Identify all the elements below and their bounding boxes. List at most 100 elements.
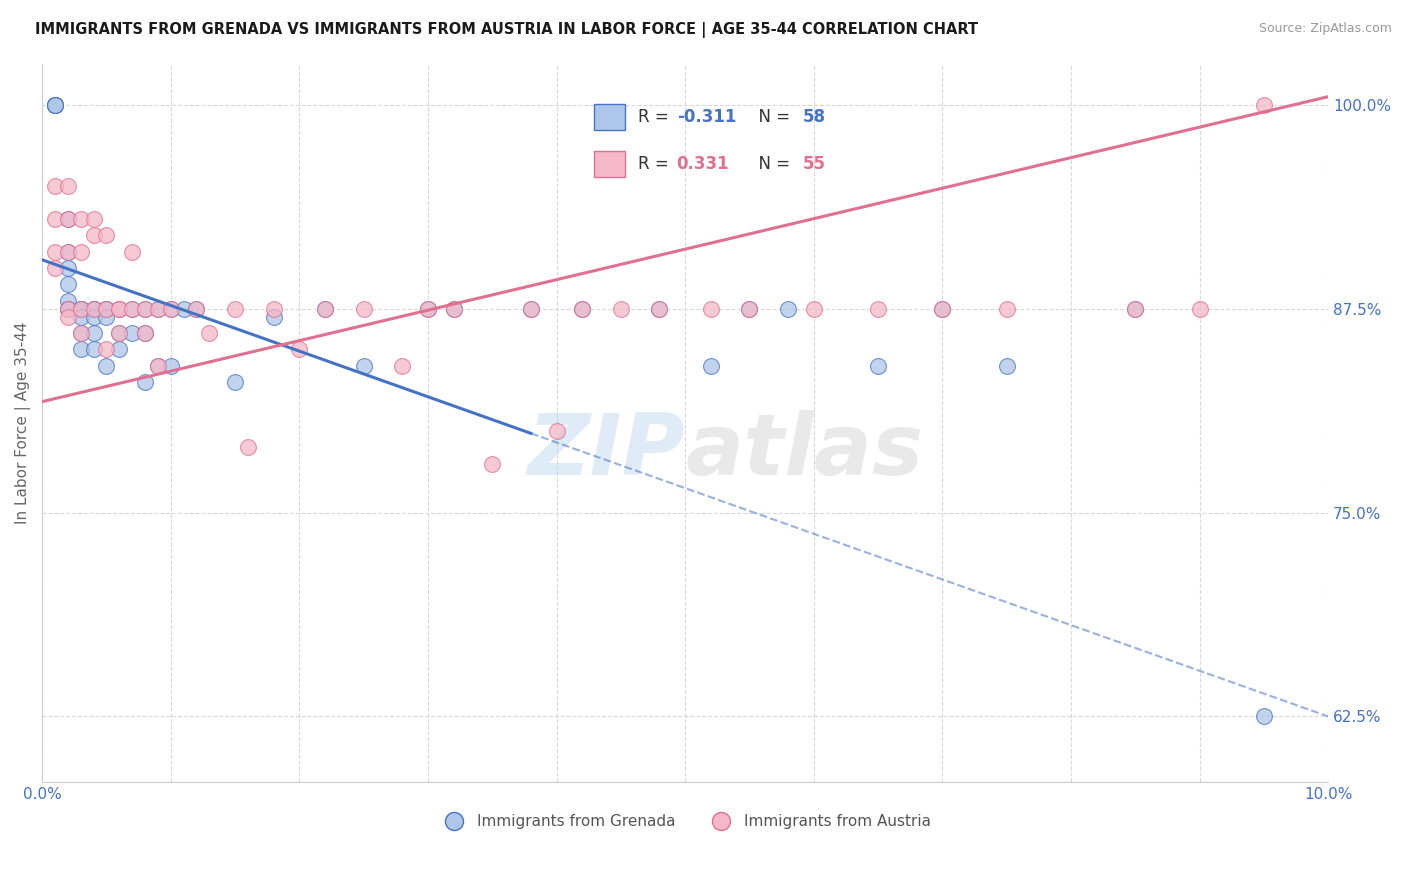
- Point: [648, 301, 671, 316]
- Point: [995, 301, 1018, 316]
- Point: [69, 343, 91, 357]
- Point: [134, 375, 156, 389]
- Point: [69, 244, 91, 259]
- Point: [121, 301, 143, 316]
- Point: [56, 301, 79, 316]
- Point: [83, 301, 105, 316]
- Point: [83, 228, 105, 243]
- Point: [69, 301, 91, 316]
- Point: [83, 301, 105, 316]
- Point: [443, 301, 465, 316]
- Bar: [595, 151, 624, 178]
- Point: [83, 326, 105, 340]
- Point: [520, 301, 543, 316]
- Point: [1253, 709, 1275, 723]
- Point: [159, 359, 181, 373]
- Point: [83, 301, 105, 316]
- Point: [803, 301, 825, 316]
- Point: [121, 326, 143, 340]
- Point: [108, 326, 131, 340]
- Point: [56, 260, 79, 275]
- Point: [738, 301, 761, 316]
- Point: [353, 359, 375, 373]
- Point: [108, 326, 131, 340]
- Point: [353, 301, 375, 316]
- Point: [69, 212, 91, 227]
- Point: [108, 301, 131, 316]
- Point: [108, 343, 131, 357]
- Point: [44, 98, 66, 112]
- Text: R =: R =: [638, 108, 675, 126]
- Point: [173, 301, 195, 316]
- Point: [69, 326, 91, 340]
- Point: [391, 359, 413, 373]
- Point: [44, 98, 66, 112]
- Point: [56, 293, 79, 308]
- Point: [571, 301, 593, 316]
- Text: N =: N =: [748, 108, 796, 126]
- Point: [108, 301, 131, 316]
- Point: [224, 375, 246, 389]
- Point: [96, 343, 118, 357]
- Y-axis label: In Labor Force | Age 35-44: In Labor Force | Age 35-44: [15, 322, 31, 524]
- Point: [159, 301, 181, 316]
- Text: ZIP: ZIP: [527, 410, 685, 493]
- Point: [69, 301, 91, 316]
- Point: [121, 244, 143, 259]
- Text: atlas: atlas: [685, 410, 924, 493]
- Point: [700, 359, 723, 373]
- Point: [866, 359, 889, 373]
- Text: N =: N =: [748, 155, 796, 173]
- Point: [776, 301, 799, 316]
- Point: [134, 326, 156, 340]
- Point: [44, 98, 66, 112]
- Point: [146, 359, 169, 373]
- Point: [83, 310, 105, 324]
- Point: [121, 301, 143, 316]
- Text: -0.311: -0.311: [676, 108, 737, 126]
- Point: [96, 359, 118, 373]
- Point: [56, 277, 79, 292]
- Point: [416, 301, 439, 316]
- Point: [56, 244, 79, 259]
- Point: [83, 212, 105, 227]
- Point: [96, 301, 118, 316]
- Point: [738, 301, 761, 316]
- Point: [700, 301, 723, 316]
- Point: [44, 244, 66, 259]
- Point: [56, 301, 79, 316]
- Point: [1253, 98, 1275, 112]
- Point: [44, 260, 66, 275]
- Point: [56, 310, 79, 324]
- Point: [44, 179, 66, 194]
- Point: [263, 301, 285, 316]
- Point: [443, 301, 465, 316]
- Point: [995, 359, 1018, 373]
- Point: [96, 301, 118, 316]
- Point: [610, 301, 633, 316]
- Point: [198, 326, 221, 340]
- Text: Source: ZipAtlas.com: Source: ZipAtlas.com: [1258, 22, 1392, 36]
- Point: [108, 301, 131, 316]
- Point: [44, 212, 66, 227]
- Point: [288, 343, 311, 357]
- Point: [236, 440, 259, 454]
- Point: [314, 301, 336, 316]
- Point: [56, 301, 79, 316]
- Text: 0.331: 0.331: [676, 155, 730, 173]
- Point: [314, 301, 336, 316]
- Point: [134, 301, 156, 316]
- Point: [263, 310, 285, 324]
- Point: [648, 301, 671, 316]
- Point: [56, 212, 79, 227]
- Point: [44, 98, 66, 112]
- Point: [866, 301, 889, 316]
- Point: [44, 98, 66, 112]
- Point: [69, 310, 91, 324]
- Point: [56, 179, 79, 194]
- Point: [134, 326, 156, 340]
- Point: [931, 301, 953, 316]
- Point: [520, 301, 543, 316]
- Point: [56, 244, 79, 259]
- Point: [1188, 301, 1211, 316]
